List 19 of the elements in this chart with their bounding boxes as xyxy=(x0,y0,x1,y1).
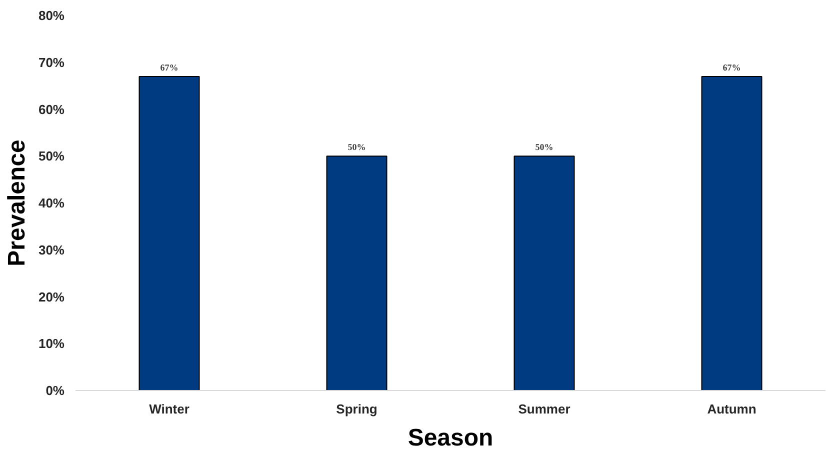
data-label: 50% xyxy=(348,142,366,152)
y-tick-label: 30% xyxy=(38,242,65,258)
y-tick-label: 0% xyxy=(46,383,65,398)
y-tick-label: 10% xyxy=(38,336,65,352)
y-tick-label: 70% xyxy=(38,54,65,70)
y-tick-label: 20% xyxy=(38,289,65,304)
y-tick-label: 50% xyxy=(38,148,65,164)
x-tick-label: Spring xyxy=(336,402,378,416)
x-tick-label: Autumn xyxy=(707,402,756,416)
x-tick-label: Winter xyxy=(149,402,190,416)
y-tick-label: 40% xyxy=(38,196,65,210)
x-axis-title: Season xyxy=(408,424,494,452)
y-axis-title: Prevalence xyxy=(3,140,30,266)
y-tick-label: 60% xyxy=(38,102,65,117)
data-label: 50% xyxy=(535,142,554,152)
x-tick-label: Summer xyxy=(518,402,570,416)
data-label: 67% xyxy=(160,62,178,72)
data-label: 67% xyxy=(722,62,741,72)
y-tick-label: 80% xyxy=(38,8,65,23)
